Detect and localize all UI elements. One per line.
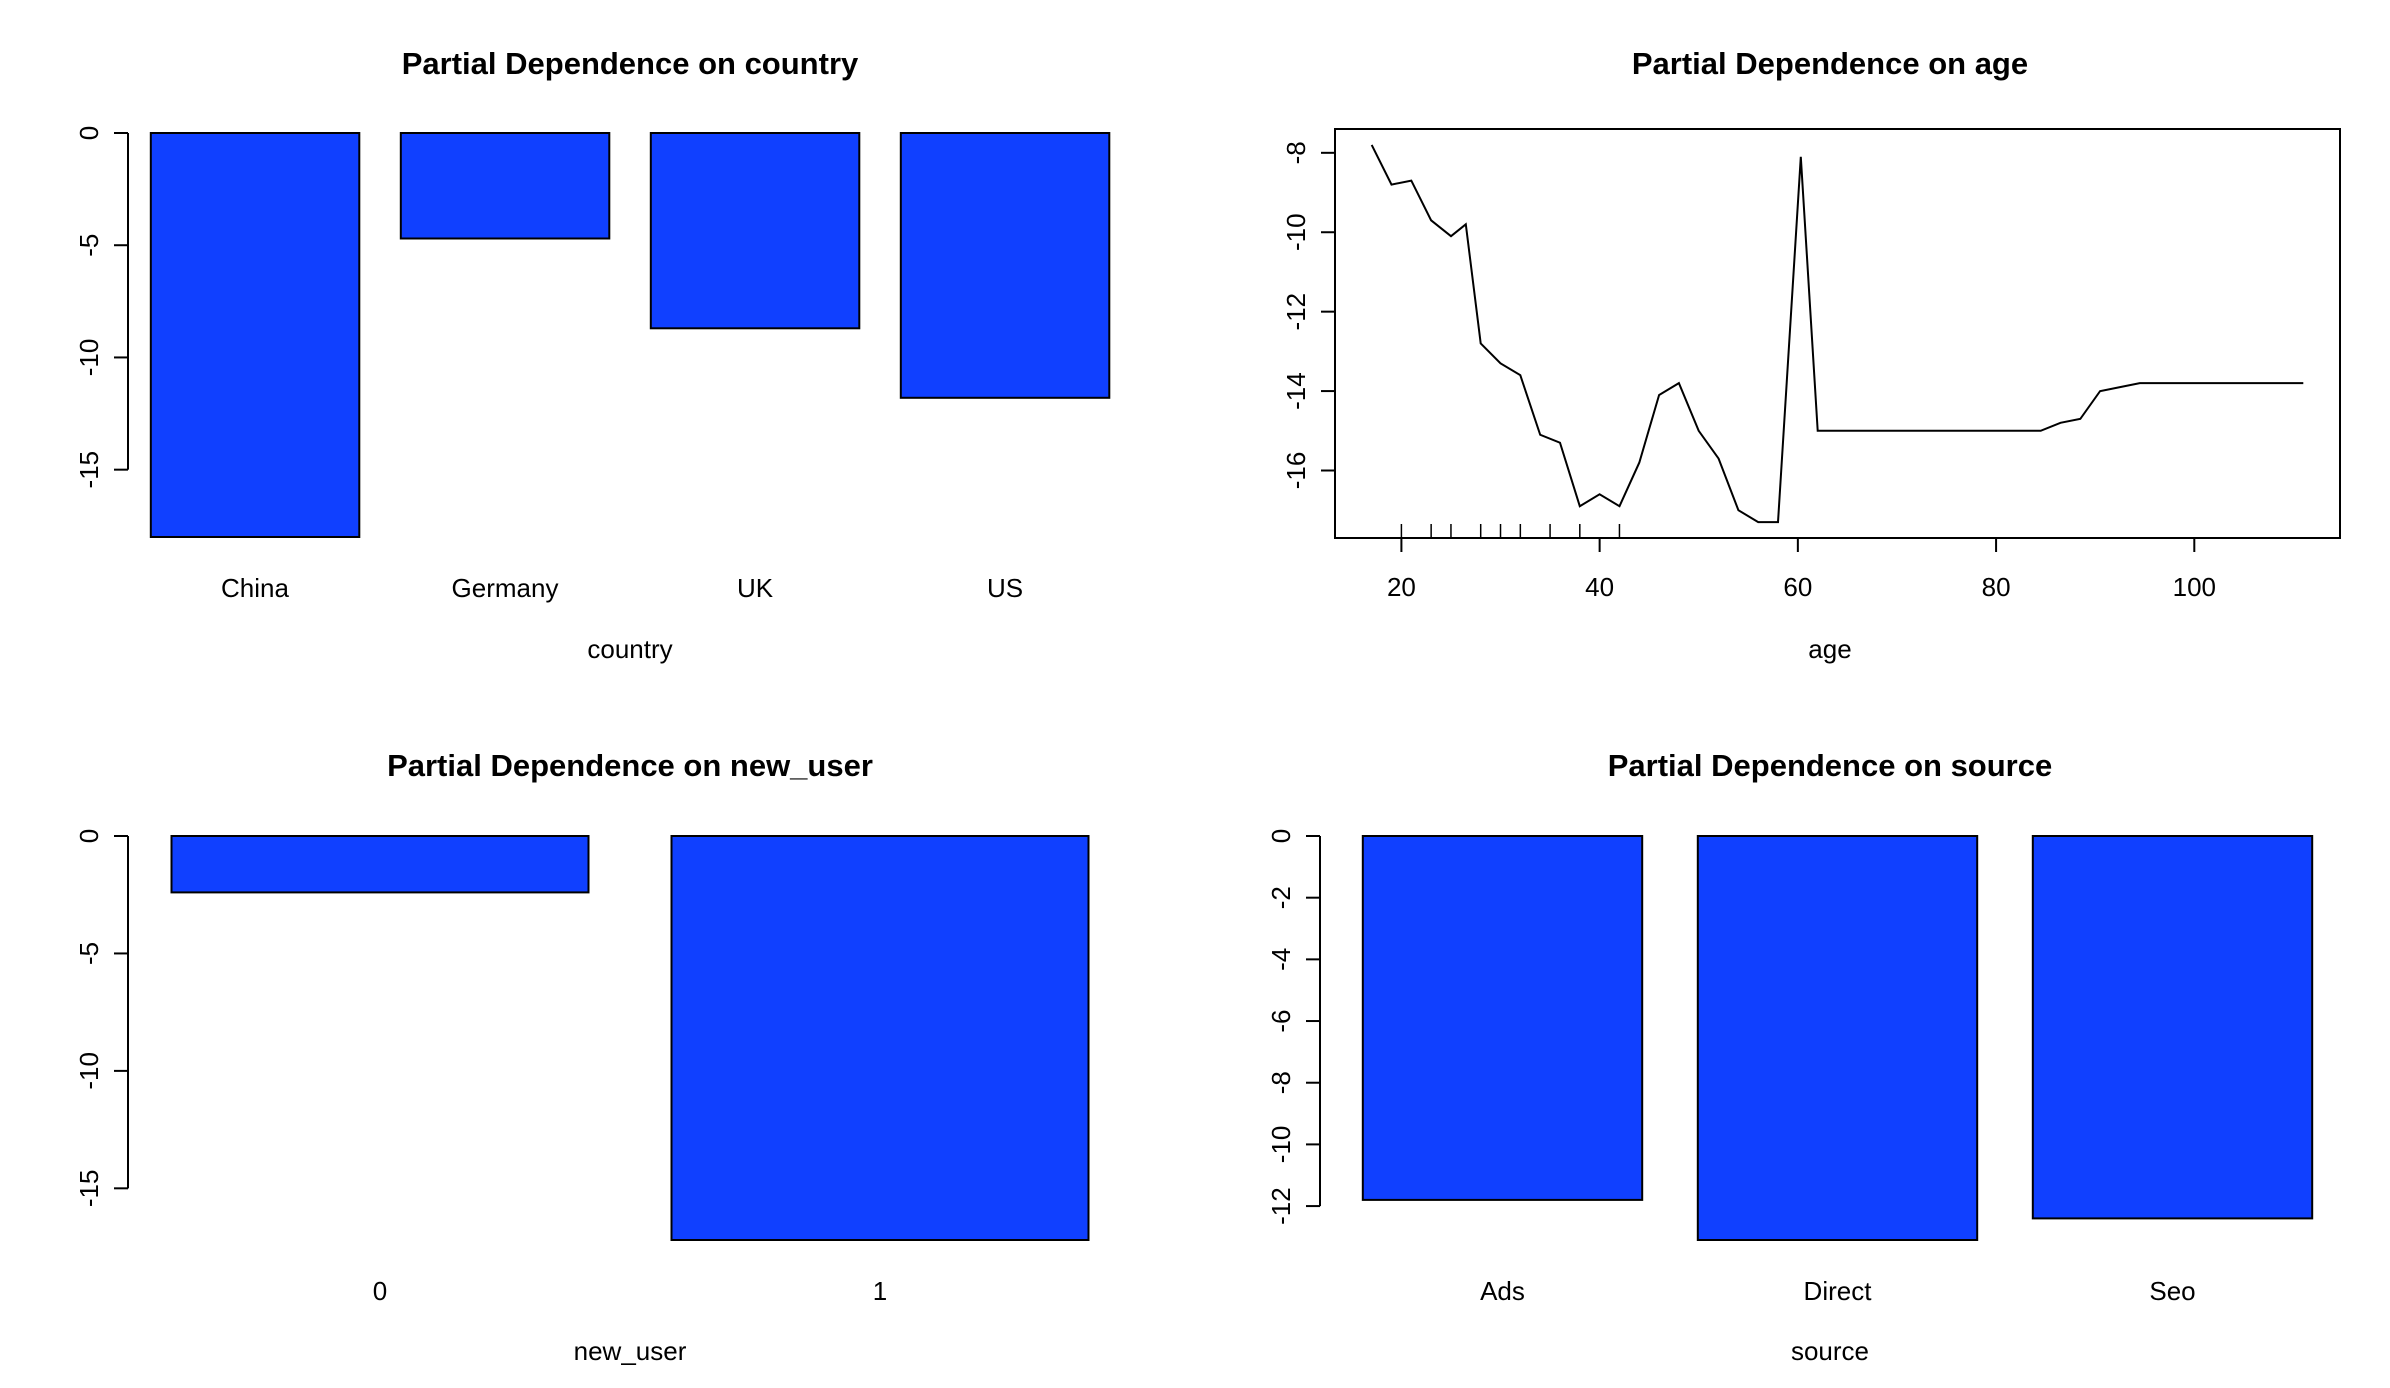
- y-tick-label: -12: [1281, 293, 1311, 331]
- x-tick-label: 40: [1585, 572, 1614, 602]
- bar-1: [670, 835, 1090, 1241]
- chart-title: Partial Dependence on new_user: [387, 748, 873, 783]
- chart-title: Partial Dependence on source: [1608, 748, 2052, 783]
- y-tick-label: -5: [74, 234, 104, 257]
- category-label: 0: [373, 1276, 387, 1306]
- category-label: UK: [737, 573, 774, 603]
- series-line: [1370, 144, 2304, 524]
- panel-source: Partial Dependence on source source Ads D…: [1266, 748, 2314, 1366]
- bar-seo: [2031, 835, 2314, 1220]
- y-tick-label: 0: [74, 126, 104, 140]
- y-tick-label: -16: [1281, 452, 1311, 490]
- chart-title: Partial Dependence on age: [1632, 46, 2028, 81]
- y-tick-label: -10: [1281, 213, 1311, 251]
- x-axis-label: source: [1791, 1336, 1869, 1366]
- y-tick-label: -10: [74, 1052, 104, 1090]
- category-label: US: [987, 573, 1023, 603]
- plot-box: [1334, 128, 2341, 539]
- category-label: Direct: [1804, 1276, 1873, 1306]
- y-tick-label: -10: [1266, 1126, 1296, 1164]
- y-tick-label: 0: [74, 829, 104, 843]
- category-label: Ads: [1480, 1276, 1525, 1306]
- bar-germany: [399, 132, 611, 240]
- y-tick-label: -10: [74, 339, 104, 377]
- x-tick-label: 20: [1387, 572, 1416, 602]
- y-tick-label: -15: [74, 451, 104, 489]
- y-tick-label: -8: [1266, 1071, 1296, 1094]
- x-axis-label: new_user: [574, 1336, 687, 1366]
- panel-age: Partial Dependence on age age 20 40 60 80 10…: [1281, 46, 2341, 664]
- x-axis-label: country: [587, 634, 672, 664]
- category-label: 1: [873, 1276, 887, 1306]
- y-tick-label: -5: [74, 942, 104, 965]
- plot-area: Ads Direct Seo 0 -2 -4 -6 -8 -10 -12: [1266, 829, 2314, 1306]
- bar-us: [899, 132, 1111, 399]
- x-tick-label: 80: [1982, 572, 2011, 602]
- y-tick-label: -6: [1266, 1009, 1296, 1032]
- panel-new-user: Partial Dependence on new_user new_user …: [74, 748, 1090, 1366]
- bar-china: [149, 132, 361, 538]
- y-tick-label: 0: [1266, 829, 1296, 843]
- bar-uk: [649, 132, 861, 330]
- y-tick-label: -4: [1266, 948, 1296, 971]
- category-label: Seo: [2149, 1276, 2195, 1306]
- plot-area: China Germany UK US 0 -5 -10 -15: [74, 126, 1111, 603]
- chart-title: Partial Dependence on country: [402, 46, 859, 81]
- x-tick-label: 100: [2173, 572, 2216, 602]
- category-label: Germany: [452, 573, 559, 603]
- x-axis-label: age: [1808, 634, 1851, 664]
- category-label: China: [221, 573, 289, 603]
- bar-ads: [1361, 835, 1644, 1201]
- plot-area: 0 1 0 -5 -10 -15: [74, 829, 1090, 1306]
- x-tick-label: 60: [1783, 572, 1812, 602]
- bar-0: [170, 835, 590, 894]
- panel-country: Partial Dependence on country country Ch…: [74, 46, 1111, 664]
- y-tick-label: -2: [1266, 886, 1296, 909]
- y-tick-label: -12: [1266, 1187, 1296, 1225]
- bar-direct: [1696, 835, 1979, 1241]
- y-tick-label: -8: [1281, 141, 1311, 164]
- plot-area: 20 40 60 80 100 -8 -10 -12 -14 -16: [1281, 128, 2341, 602]
- y-tick-label: -15: [74, 1170, 104, 1208]
- y-tick-label: -14: [1281, 372, 1311, 410]
